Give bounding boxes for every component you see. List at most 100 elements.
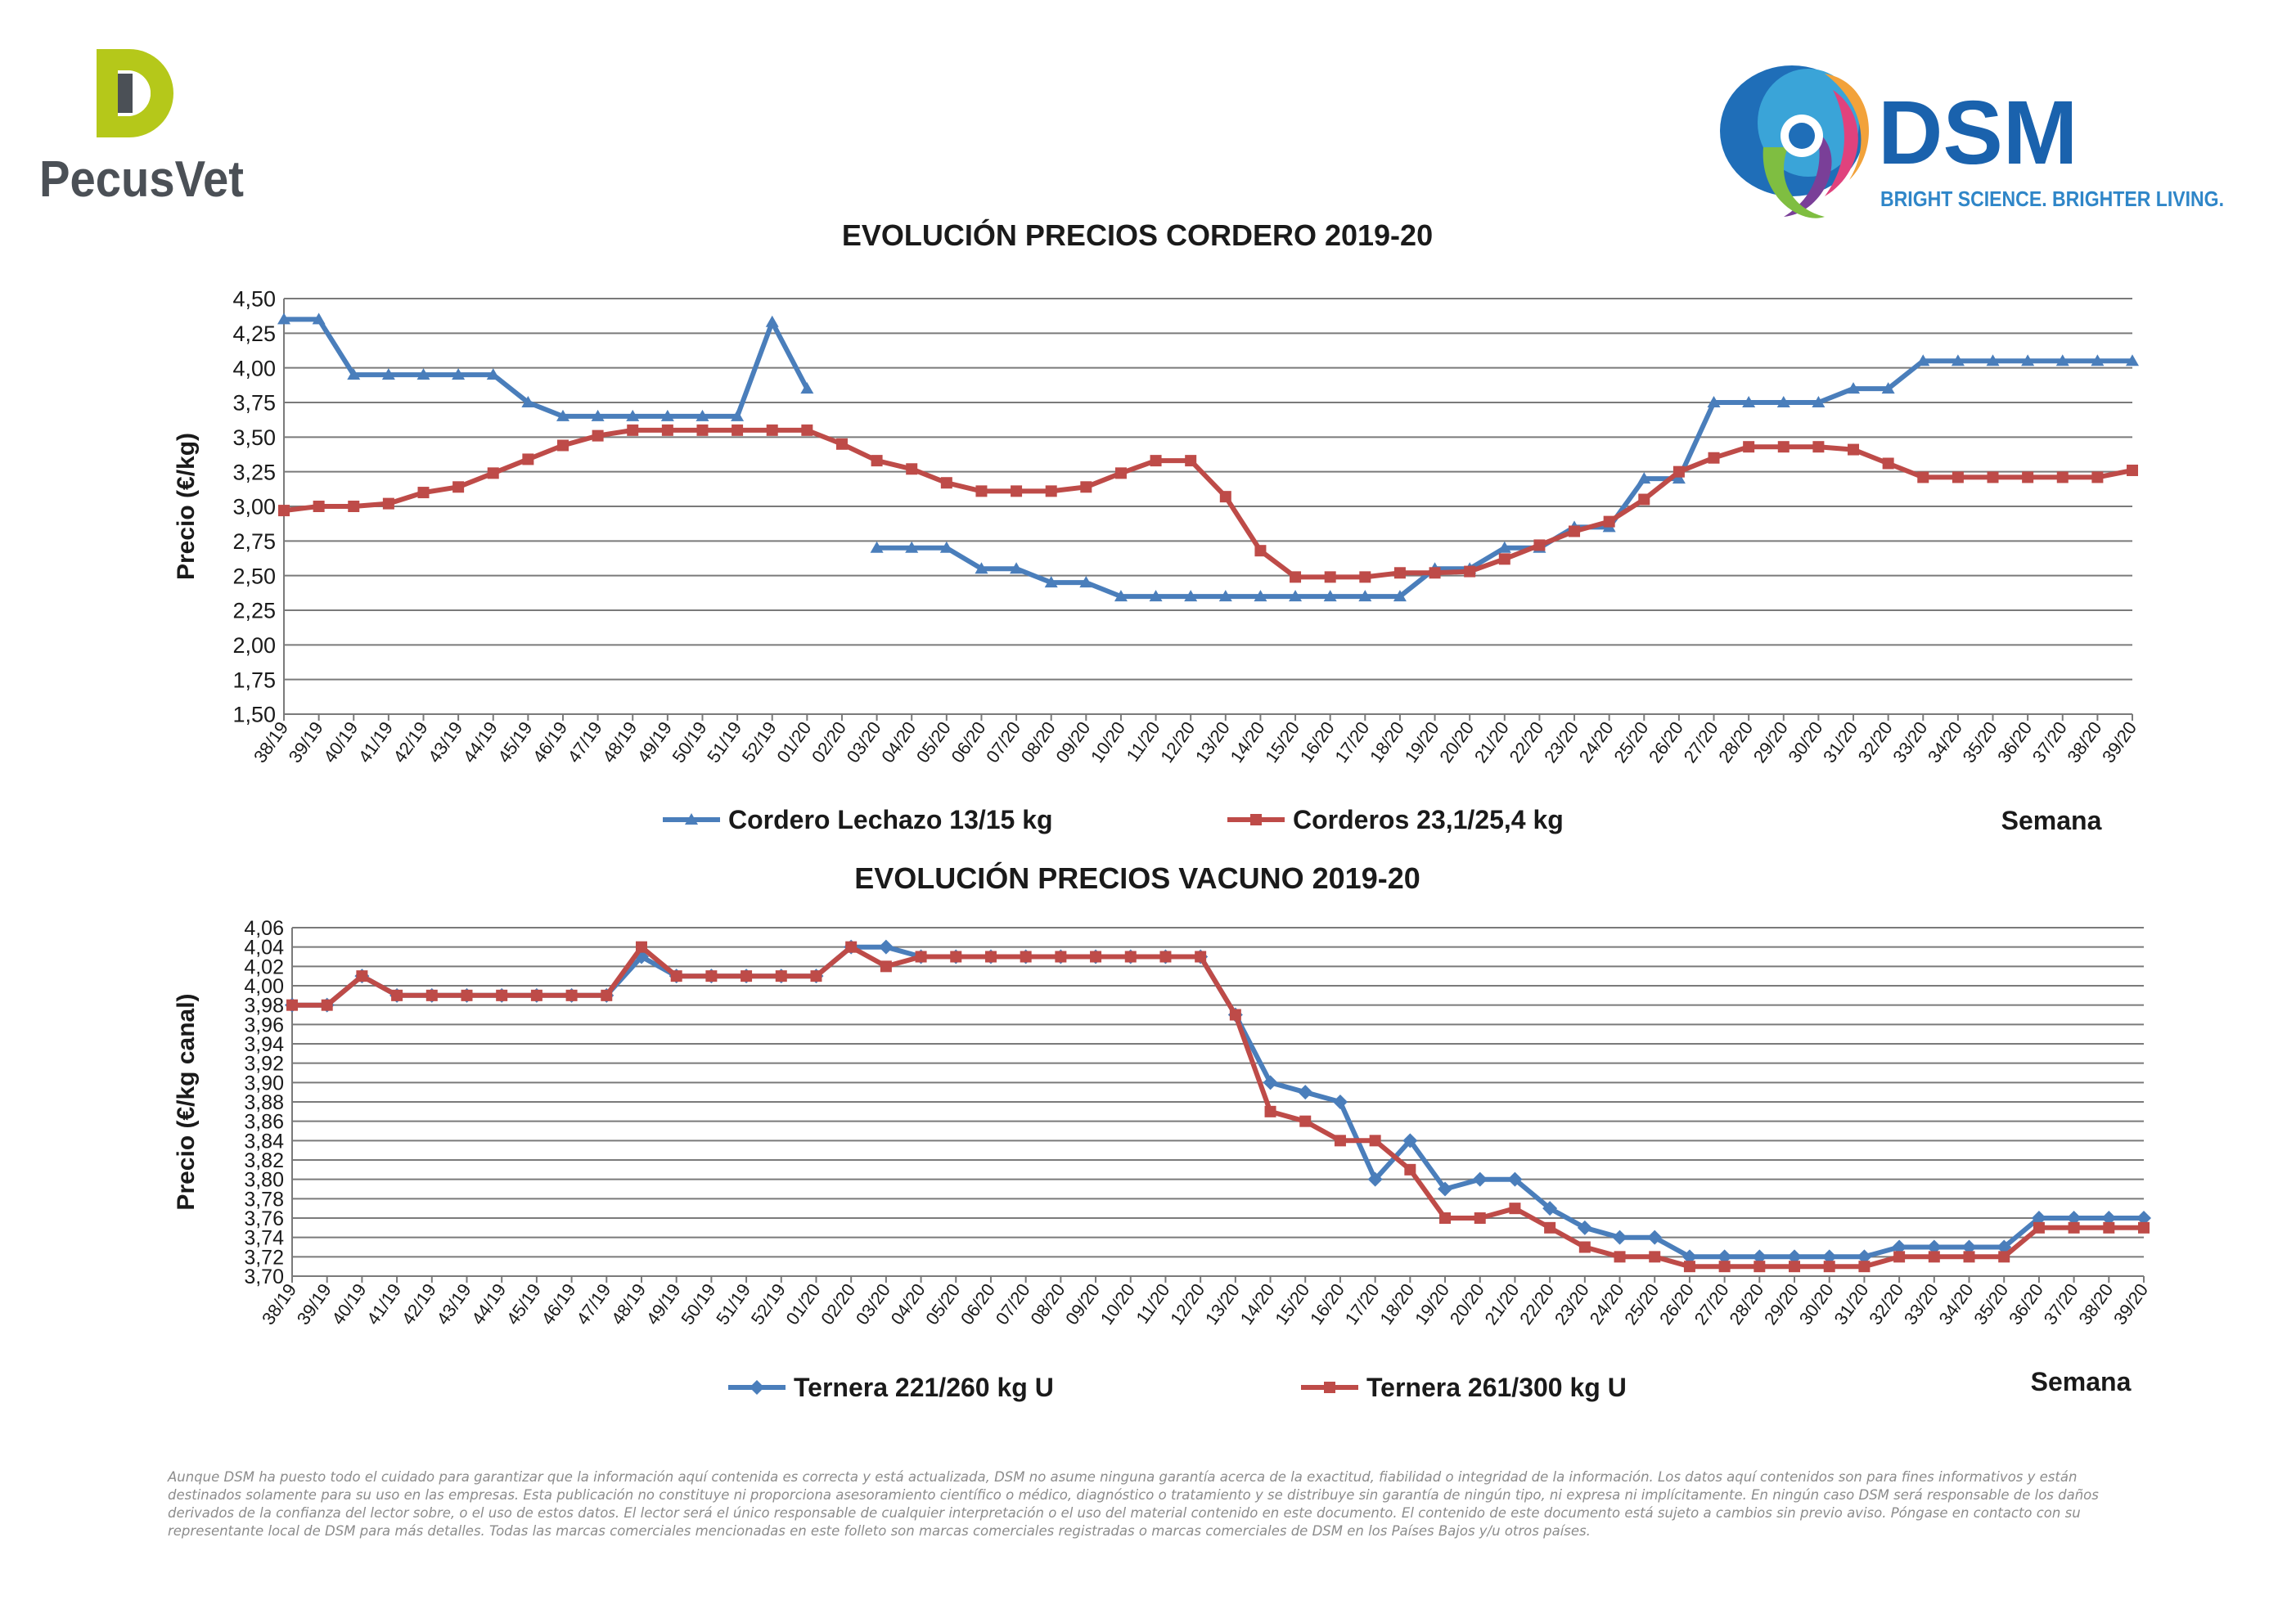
data-point xyxy=(1290,571,1302,583)
x-tick-label: 01/20 xyxy=(782,1280,825,1329)
x-tick-label: 11/20 xyxy=(1123,718,1164,766)
data-point xyxy=(800,382,814,394)
y-tick-label: 3,75 xyxy=(232,391,276,416)
x-tick-label: 16/20 xyxy=(1306,1280,1348,1329)
x-tick-label: 25/20 xyxy=(1620,1280,1663,1329)
data-point xyxy=(775,970,787,982)
data-point xyxy=(2033,1221,2045,1234)
data-point xyxy=(1324,571,1336,583)
data-point xyxy=(1742,396,1756,407)
x-tick-label: 19/20 xyxy=(1401,718,1443,767)
x-tick-label: 09/20 xyxy=(1061,1280,1104,1329)
data-point xyxy=(871,455,883,467)
data-point xyxy=(356,970,368,982)
x-tick-label: 13/20 xyxy=(1201,1280,1244,1329)
data-point xyxy=(1951,354,1965,366)
data-point xyxy=(1718,1261,1731,1273)
data-point xyxy=(530,989,542,1001)
x-tick-label: 38/20 xyxy=(2074,1280,2117,1329)
data-point xyxy=(1707,396,1721,407)
x-tick-label: 43/19 xyxy=(433,1280,475,1329)
data-point xyxy=(2068,1221,2080,1234)
data-point xyxy=(1777,441,1790,453)
dsm-swirl-icon xyxy=(1720,65,1869,218)
data-point xyxy=(1858,1261,1871,1273)
x-tick-label: 21/20 xyxy=(1480,1280,1523,1329)
x-tick-label: 37/20 xyxy=(2040,1280,2082,1329)
x-tick-label: 31/20 xyxy=(1830,1280,1872,1329)
series-line xyxy=(281,427,2135,580)
data-point xyxy=(1497,541,1511,553)
legend-label: Ternera 221/260 kg U xyxy=(794,1373,1054,1402)
data-point xyxy=(1683,1261,1695,1273)
data-point xyxy=(905,541,919,553)
x-tick-label: 23/20 xyxy=(1551,1280,1593,1329)
x-tick-label: 34/20 xyxy=(1935,1280,1978,1329)
x-tick-label: 36/20 xyxy=(1993,718,2036,767)
data-point xyxy=(635,941,647,953)
x-tick-label: 45/19 xyxy=(493,718,536,767)
x-tick-label: 02/20 xyxy=(817,1280,859,1329)
x-tick-labels: 38/1939/1940/1941/1942/1943/1944/1945/19… xyxy=(258,1276,2152,1329)
data-point xyxy=(1323,590,1337,602)
data-point xyxy=(801,424,813,436)
data-point xyxy=(1438,1181,1453,1197)
data-point xyxy=(1754,1261,1766,1273)
data-point xyxy=(1079,576,1093,588)
x-tick-label: 33/20 xyxy=(1900,1280,1943,1329)
data-point xyxy=(1402,1133,1418,1149)
y-tick-label: 3,90 xyxy=(244,1072,284,1095)
data-point xyxy=(417,487,430,499)
x-tick-label: 08/20 xyxy=(1026,1280,1069,1329)
x-tick-label: 18/20 xyxy=(1366,718,1408,767)
data-point xyxy=(521,396,535,407)
data-point xyxy=(1011,485,1023,497)
data-point xyxy=(1498,553,1510,565)
data-point xyxy=(2055,354,2069,366)
data-point xyxy=(880,960,892,973)
x-tick-label: 04/20 xyxy=(877,718,920,767)
y-tick-label: 4,00 xyxy=(244,975,284,998)
data-point xyxy=(1184,590,1198,602)
x-tick-label: 22/20 xyxy=(1515,1280,1558,1329)
x-axis-label: Semana xyxy=(2001,806,2102,835)
x-tick-label: 01/20 xyxy=(772,718,815,767)
data-point xyxy=(1533,539,1546,551)
legend-marker xyxy=(685,813,698,825)
data-point xyxy=(1218,590,1232,602)
x-tick-label: 24/20 xyxy=(1586,1280,1628,1329)
x-tick-label: 50/19 xyxy=(669,718,711,767)
chart-vacuno-svg: EVOLUCIÓN PRECIOS VACUNO 2019-20 3,703,72… xyxy=(173,861,2152,1402)
x-tick-label: 36/20 xyxy=(2005,1280,2047,1329)
series-line xyxy=(290,944,2146,1270)
data-point xyxy=(2138,1221,2150,1234)
x-tick-label: 31/20 xyxy=(1819,718,1862,767)
data-point xyxy=(1055,951,1067,963)
legend-label: Corderos 23,1/25,4 kg xyxy=(1293,805,1564,834)
data-point xyxy=(601,989,613,1001)
data-point xyxy=(1544,1221,1556,1234)
x-tick-label: 28/20 xyxy=(1714,718,1757,767)
x-tick-label: 42/19 xyxy=(398,1280,440,1329)
data-point xyxy=(1893,1251,1906,1263)
data-point xyxy=(1289,590,1303,602)
data-point xyxy=(1892,1239,1907,1255)
data-point xyxy=(1229,1009,1241,1021)
data-point xyxy=(1672,465,1685,478)
data-point xyxy=(984,951,997,963)
x-tick-label: 41/19 xyxy=(362,1280,405,1329)
x-tick-label: 44/19 xyxy=(459,718,502,767)
data-point xyxy=(592,429,604,442)
x-tick-label: 18/20 xyxy=(1375,1280,1418,1329)
chart-cordero-svg: EVOLUCIÓN PRECIOS CORDERO 2019-20 1,50 1,7… xyxy=(173,218,2141,835)
x-tick-label: 48/19 xyxy=(598,718,641,767)
y-axis-label: Precio (€/kg) xyxy=(173,433,200,580)
data-point xyxy=(975,485,988,497)
x-tick-label: 24/20 xyxy=(1575,718,1618,767)
x-tick-label: 30/20 xyxy=(1795,1280,1838,1329)
y-tick-label: 3,50 xyxy=(232,425,276,450)
x-tick-label: 20/20 xyxy=(1446,1280,1488,1329)
data-point xyxy=(1569,525,1581,537)
x-tick-label: 49/19 xyxy=(642,1280,685,1329)
x-tick-label: 17/20 xyxy=(1330,718,1373,767)
